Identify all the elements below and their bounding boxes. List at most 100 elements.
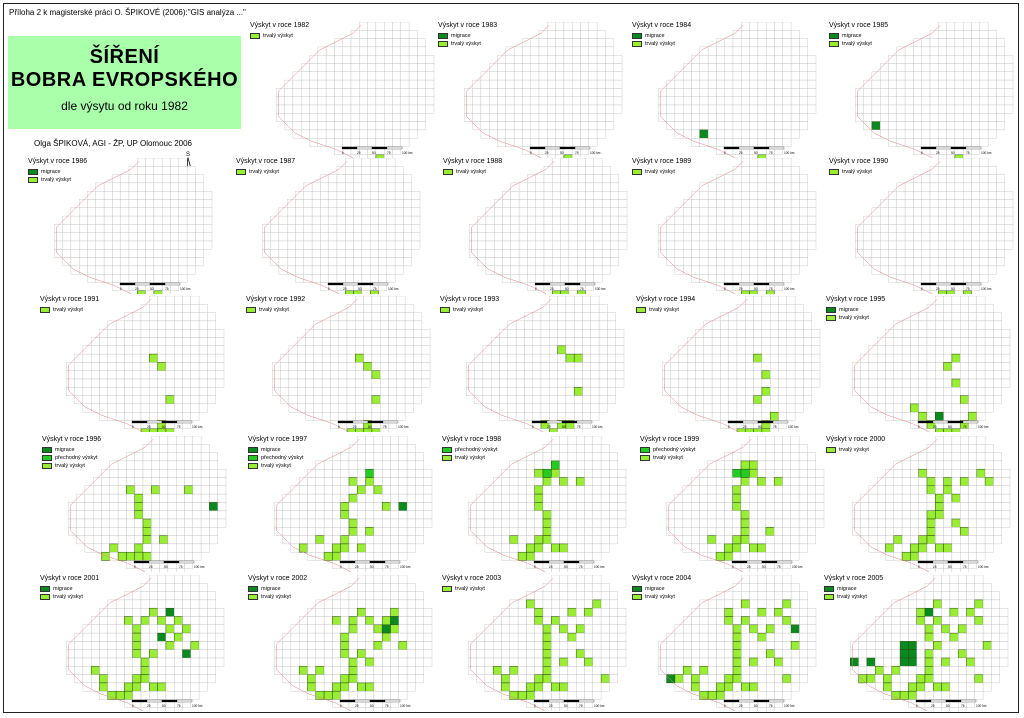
grid-cell bbox=[984, 502, 994, 511]
scale-segment bbox=[352, 420, 369, 424]
grid-cell bbox=[84, 527, 94, 536]
grid-cell bbox=[716, 182, 725, 192]
grid-cell bbox=[971, 46, 980, 56]
grid-cell bbox=[190, 608, 200, 617]
scale-tick-label: 75 bbox=[966, 151, 970, 155]
grid-cell bbox=[103, 182, 113, 192]
grid-cell bbox=[361, 166, 371, 175]
occupied-grid-cell bbox=[534, 543, 544, 553]
scale-tick-label: 25 bbox=[739, 151, 743, 155]
grid-cell bbox=[543, 232, 553, 242]
grid-cell bbox=[549, 337, 558, 346]
grid-cell bbox=[476, 518, 486, 528]
grid-cell bbox=[515, 329, 525, 338]
grid-cell bbox=[774, 121, 783, 131]
grid-cell bbox=[165, 345, 175, 355]
grid-cell bbox=[666, 510, 675, 520]
grid-cell bbox=[951, 460, 961, 470]
grid-cell bbox=[720, 353, 729, 363]
grid-cell bbox=[549, 304, 558, 313]
grid-cell bbox=[207, 362, 216, 371]
grid-cell bbox=[336, 215, 346, 225]
grid-cell bbox=[699, 485, 708, 495]
grid-cell bbox=[515, 320, 525, 330]
legend-swatch bbox=[632, 168, 642, 175]
grid-cell bbox=[321, 395, 331, 405]
grid-cell bbox=[766, 38, 775, 48]
grid-cell bbox=[149, 337, 158, 346]
grid-cell bbox=[380, 387, 389, 396]
grid-cell bbox=[353, 158, 363, 167]
grid-cell bbox=[588, 113, 598, 122]
grid-cell bbox=[313, 370, 323, 380]
grid-cell bbox=[720, 370, 729, 380]
grid-cell bbox=[112, 240, 121, 250]
grid-cell bbox=[535, 207, 545, 217]
occupied-grid-cell bbox=[345, 290, 354, 294]
grid-cell bbox=[502, 191, 511, 200]
grid-cell bbox=[699, 46, 709, 56]
grid-cell bbox=[880, 129, 889, 139]
grid-cell bbox=[353, 249, 363, 258]
grid-cell bbox=[315, 460, 325, 470]
grid-cell bbox=[904, 249, 914, 258]
grid-cell bbox=[120, 215, 130, 225]
grid-cell bbox=[615, 345, 625, 355]
grid-cell bbox=[979, 79, 989, 89]
grid-cell bbox=[749, 568, 758, 572]
grid-cell bbox=[345, 174, 354, 184]
grid-cell bbox=[386, 174, 396, 184]
grid-cell bbox=[174, 362, 183, 371]
grid-cell bbox=[963, 104, 972, 114]
grid-cell bbox=[207, 591, 216, 601]
grid-cell bbox=[761, 403, 771, 413]
grid-cell bbox=[979, 249, 989, 258]
grid-cell bbox=[390, 527, 399, 536]
occupied-grid-cell bbox=[918, 468, 928, 478]
grid-cell bbox=[736, 395, 746, 405]
grid-cell bbox=[987, 71, 997, 81]
grid-cell bbox=[350, 79, 360, 89]
grid-cell bbox=[359, 71, 368, 81]
occupied-grid-cell bbox=[542, 477, 552, 487]
grid-cell bbox=[367, 154, 377, 158]
scale-segment bbox=[148, 560, 165, 564]
grid-cell bbox=[774, 436, 783, 445]
grid-cell bbox=[720, 378, 729, 388]
scale-segment bbox=[950, 282, 967, 286]
grid-cell bbox=[774, 158, 783, 167]
grid-cell bbox=[482, 353, 492, 363]
grid-cell bbox=[375, 46, 385, 56]
grid-cell bbox=[334, 46, 343, 56]
grid-cell bbox=[607, 337, 616, 346]
grid-cell bbox=[195, 191, 204, 200]
grid-cell bbox=[346, 403, 356, 413]
grid-cell bbox=[107, 403, 117, 413]
grid-cell bbox=[501, 493, 510, 503]
grid-cell bbox=[325, 55, 335, 64]
grid-cell bbox=[926, 304, 936, 313]
grid-cell bbox=[560, 166, 570, 175]
grid-cell bbox=[715, 485, 725, 495]
grid-cell bbox=[321, 337, 331, 346]
grid-cell bbox=[695, 353, 704, 363]
grid-cell bbox=[307, 510, 316, 520]
grid-cell bbox=[262, 224, 271, 233]
grid-cell bbox=[103, 207, 113, 217]
grid-cell bbox=[596, 30, 606, 39]
grid-cell bbox=[580, 129, 589, 139]
grid-cell bbox=[984, 460, 994, 470]
grid-cell bbox=[582, 362, 591, 371]
grid-cell bbox=[507, 337, 517, 346]
grid-cell bbox=[607, 370, 616, 380]
grid-cell bbox=[350, 38, 360, 48]
grid-cell bbox=[584, 452, 593, 462]
grid-cell bbox=[336, 207, 346, 217]
grid-cell bbox=[178, 274, 188, 283]
occupied-grid-cell bbox=[534, 502, 544, 511]
grid-cell bbox=[124, 320, 133, 330]
grid-cell bbox=[880, 224, 889, 233]
grid-cell bbox=[929, 174, 939, 184]
legend-label: migrace bbox=[645, 32, 665, 39]
grid-cell bbox=[766, 158, 775, 167]
